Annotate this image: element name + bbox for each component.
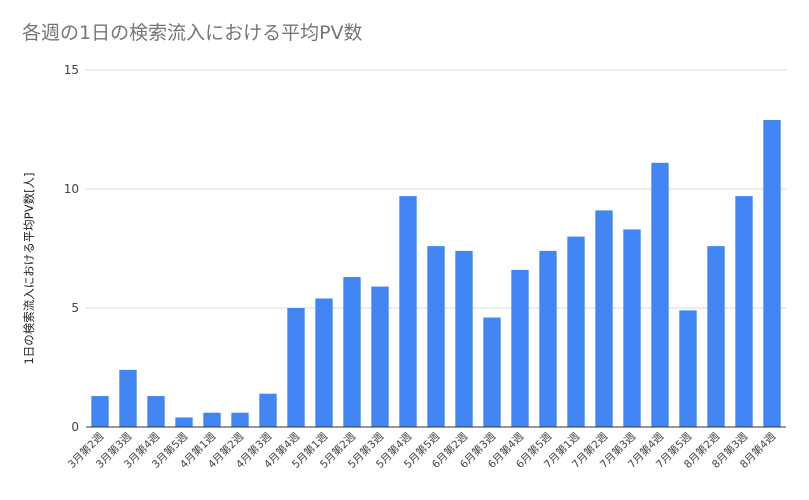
bar <box>483 317 501 427</box>
bar <box>91 396 109 427</box>
bar <box>595 210 613 427</box>
bar <box>343 277 361 427</box>
bar <box>511 269 529 427</box>
bar <box>399 196 417 427</box>
bar <box>427 246 445 427</box>
y-tick-label: 10 <box>64 182 79 196</box>
bar <box>119 369 137 427</box>
bar <box>651 162 669 427</box>
bar <box>147 396 165 427</box>
chart-title: 各週の1日の検索流入における平均PV数 <box>22 22 363 44</box>
y-tick-label: 0 <box>71 420 79 434</box>
y-axis-tick-labels: 0 5 10 15 <box>64 63 79 434</box>
bar <box>231 412 249 427</box>
y-tick-label: 5 <box>71 301 79 315</box>
bars <box>91 119 781 427</box>
x-axis-tick-labels: 3月第2週3月第3週3月第4週3月第5週4月第1週4月第2週4月第3週4月第4週… <box>65 430 778 471</box>
bar <box>455 250 473 427</box>
bar <box>287 308 305 427</box>
bar <box>679 310 697 427</box>
bar <box>567 236 585 427</box>
bar <box>259 393 277 427</box>
bar <box>623 229 641 427</box>
bar <box>735 196 753 427</box>
bar <box>175 417 193 427</box>
y-tick-label: 15 <box>64 63 79 77</box>
bar <box>203 412 221 427</box>
bar <box>371 286 389 427</box>
y-axis-title: 1日の検索流入における平均PV数[人] <box>22 172 36 364</box>
bar <box>763 119 781 427</box>
bar <box>539 250 557 427</box>
bar <box>315 298 333 427</box>
bar <box>707 246 725 427</box>
